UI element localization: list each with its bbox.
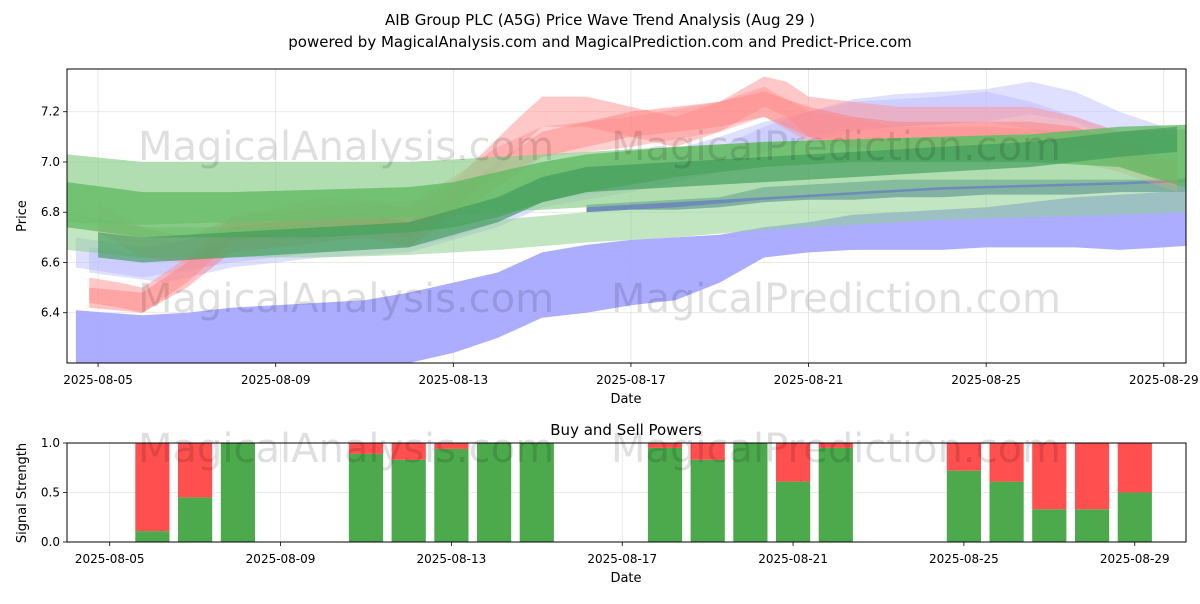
watermark-analysis-bottom: MagicalAnalysis.com [138, 426, 554, 472]
buy-bar [1117, 492, 1152, 542]
signal-y-tick-label: 0.5 [41, 486, 60, 500]
signal-x-tick-label: 2025-08-29 [1100, 552, 1170, 566]
signal-x-tick-label: 2025-08-21 [758, 552, 828, 566]
signal-panel-title: Buy and Sell Powers [550, 421, 702, 439]
price-y-tick-label: 6.6 [41, 255, 60, 269]
buy-bar [776, 481, 811, 542]
sell-bar [818, 443, 853, 448]
sell-bar [348, 443, 384, 454]
price-x-tick-label: 2025-08-29 [1129, 373, 1199, 387]
signal-x-tick-label: 2025-08-25 [929, 552, 999, 566]
signal-x-ticks: 2025-08-05 2025-08-09 2025-08-13 2025-08-17… [75, 542, 1170, 566]
price-x-ticks: 2025-08-05 2025-08-09 2025-08-13 2025-08-17… [63, 363, 1199, 387]
buy-bar [1032, 509, 1067, 542]
sell-bar [135, 443, 170, 532]
buy-bar [647, 447, 683, 542]
buy-bar [519, 443, 554, 542]
buy-bar [348, 453, 384, 542]
signal-y-tick-label: 0.0 [41, 535, 60, 549]
watermark-prediction-top: MagicalPrediction.com [611, 124, 1061, 170]
price-band-green-dark [98, 126, 1178, 263]
price-x-tick-label: 2025-08-09 [241, 373, 311, 387]
buy-bar [1075, 509, 1110, 542]
price-x-tick-label: 2025-08-21 [774, 373, 844, 387]
signal-y-axis-label: Signal Strength [15, 443, 30, 543]
price-x-tick-label: 2025-08-25 [951, 373, 1021, 387]
price-x-axis-label: Date [610, 392, 641, 407]
signal-x-tick-label: 2025-08-13 [417, 552, 487, 566]
price-band-blue-wide [75, 192, 1186, 363]
watermark-prediction-bottom: MagicalPrediction.com [611, 426, 1061, 472]
signal-bars [135, 443, 1152, 542]
figure-title-line-1: AIB Group PLC (A5G) Price Wave Trend Ana… [385, 11, 815, 29]
buy-bar [434, 448, 469, 542]
price-bands [67, 76, 1186, 363]
signal-y-tick-label: 1.0 [41, 436, 60, 450]
price-panel-frame [66, 68, 1187, 364]
price-y-tick-label: 6.4 [41, 306, 60, 320]
buy-bar [818, 447, 853, 542]
price-band-red-1 [89, 76, 1178, 313]
sell-bar [776, 443, 811, 482]
watermark-prediction-mid: MagicalPrediction.com [611, 276, 1061, 322]
buy-bar [178, 497, 213, 542]
sell-bar [690, 443, 725, 460]
price-y-tick-label: 6.8 [41, 205, 60, 219]
signal-x-tick-label: 2025-08-05 [75, 552, 145, 566]
sell-bar [178, 443, 213, 498]
figure-title-line-2: powered by MagicalAnalysis.com and Magic… [288, 33, 912, 51]
buy-bar [135, 531, 170, 542]
sell-bar [1117, 443, 1152, 493]
buy-bar [690, 459, 725, 542]
buy-bar [391, 459, 426, 542]
sell-bar [1032, 443, 1067, 510]
price-y-tick-label: 7.2 [41, 105, 60, 119]
price-x-tick-label: 2025-08-13 [418, 373, 488, 387]
sell-bar [434, 443, 469, 449]
sell-bar [946, 443, 981, 471]
sell-bar [391, 443, 426, 460]
price-x-tick-label: 2025-08-05 [63, 373, 133, 387]
price-y-ticks: 6.4 6.6 6.8 7.0 7.2 [41, 105, 67, 320]
watermark-analysis-mid: MagicalAnalysis.com [138, 276, 554, 322]
signal-x-axis-label: Date [610, 571, 641, 586]
sell-bar [1075, 443, 1110, 510]
signal-watermarks: MagicalAnalysis.com MagicalPrediction.co… [138, 426, 1061, 472]
buy-bar [946, 470, 981, 542]
buy-bar [477, 443, 512, 542]
price-y-axis-label: Price [15, 200, 30, 232]
signal-x-tick-label: 2025-08-09 [246, 552, 316, 566]
signal-x-tick-label: 2025-08-17 [587, 552, 657, 566]
buy-bar [989, 481, 1024, 542]
sell-bar [989, 443, 1024, 482]
sell-bar [647, 443, 683, 448]
signal-y-ticks: 0.0 0.5 1.0 [41, 436, 67, 549]
buy-bar [220, 443, 255, 542]
price-y-tick-label: 7.0 [41, 155, 60, 169]
price-x-tick-label: 2025-08-17 [596, 373, 666, 387]
watermark-analysis-top: MagicalAnalysis.com [138, 124, 554, 170]
buy-bar [733, 443, 768, 542]
price-watermarks: MagicalAnalysis.com MagicalPrediction.co… [138, 124, 1061, 322]
